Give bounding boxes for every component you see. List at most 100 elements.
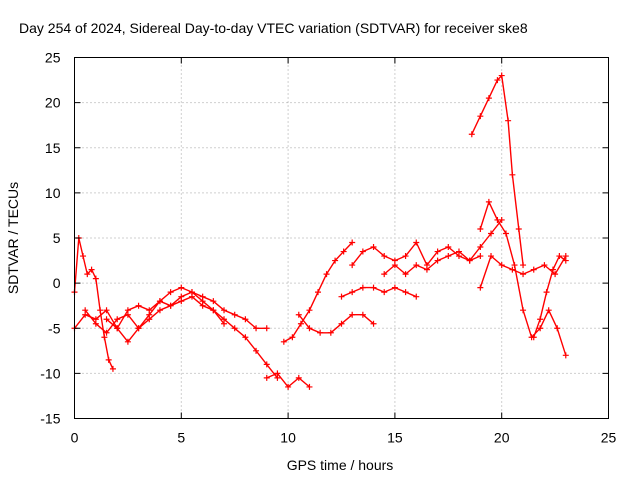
data-point xyxy=(477,244,484,251)
data-point xyxy=(520,307,527,314)
data-point xyxy=(114,325,121,332)
data-point xyxy=(434,248,441,255)
data-point xyxy=(494,216,501,223)
data-point xyxy=(413,293,420,300)
data-point xyxy=(221,320,228,327)
data-point xyxy=(146,311,153,318)
series-track-10 xyxy=(381,248,484,278)
y-tick-label: 20 xyxy=(45,95,61,111)
y-axis-ticks: -15 -10 -5 0 5 10 15 20 25 xyxy=(40,50,609,427)
data-point xyxy=(543,289,550,296)
data-point xyxy=(468,131,475,138)
series-line xyxy=(341,286,417,298)
data-point xyxy=(92,275,99,282)
data-point xyxy=(253,347,260,354)
data-point xyxy=(413,239,420,246)
series-line xyxy=(533,255,567,338)
data-point xyxy=(156,307,163,314)
data-point xyxy=(402,289,409,296)
data-point xyxy=(520,271,527,278)
data-point xyxy=(263,374,270,381)
data-point xyxy=(349,262,356,269)
data-point xyxy=(124,311,131,318)
data-point xyxy=(156,298,163,305)
data-point xyxy=(323,271,330,278)
data-point xyxy=(370,320,377,327)
y-tick-label: 15 xyxy=(45,140,61,156)
data-point xyxy=(494,77,501,84)
data-point xyxy=(498,72,505,79)
data-point xyxy=(381,253,388,260)
data-point xyxy=(306,383,313,390)
data-point xyxy=(188,289,195,296)
data-point xyxy=(114,316,121,323)
series-track-4 xyxy=(103,284,228,345)
data-point xyxy=(297,320,304,327)
data-point xyxy=(413,262,420,269)
data-point xyxy=(477,113,484,120)
x-axis-ticks: 0 5 10 15 20 25 xyxy=(71,57,616,446)
data-point xyxy=(530,334,537,341)
data-point xyxy=(210,298,217,305)
series-track-1 xyxy=(71,235,116,372)
data-point xyxy=(445,244,452,251)
y-tick-label: 25 xyxy=(45,50,61,66)
data-point xyxy=(477,284,484,291)
series-track-7 xyxy=(295,311,377,336)
data-point xyxy=(221,307,228,314)
data-point xyxy=(520,262,527,269)
data-point xyxy=(562,352,569,359)
data-point xyxy=(488,253,495,260)
y-tick-label: 0 xyxy=(53,275,61,291)
chart-title: Day 254 of 2024, Sidereal Day-to-day VTE… xyxy=(19,20,528,36)
data-point xyxy=(359,311,366,318)
data-point xyxy=(332,257,339,264)
data-point xyxy=(537,325,544,332)
data-point xyxy=(349,311,356,318)
data-point xyxy=(135,302,142,309)
data-point xyxy=(210,307,217,314)
series-line xyxy=(106,286,225,343)
data-point xyxy=(103,316,110,323)
data-point xyxy=(199,298,206,305)
data-point xyxy=(124,338,131,345)
data-point xyxy=(103,329,110,336)
data-point xyxy=(167,289,174,296)
data-point xyxy=(263,361,270,368)
data-point xyxy=(423,266,430,273)
data-point xyxy=(391,262,398,269)
data-point xyxy=(315,289,322,296)
data-point xyxy=(445,253,452,260)
data-point xyxy=(242,334,249,341)
data-point xyxy=(359,248,366,255)
data-point xyxy=(340,248,347,255)
series-line xyxy=(351,219,503,266)
data-point xyxy=(101,334,108,341)
data-point xyxy=(502,230,509,237)
data-point xyxy=(167,302,174,309)
x-tick-label: 0 xyxy=(71,430,79,446)
x-tick-label: 20 xyxy=(494,430,510,446)
data-point xyxy=(178,284,185,291)
data-point xyxy=(280,338,287,345)
data-point xyxy=(135,325,142,332)
series-line xyxy=(383,250,481,275)
data-point xyxy=(242,316,249,323)
data-point xyxy=(338,320,345,327)
series-line xyxy=(73,237,114,370)
series-line xyxy=(479,201,567,356)
data-point xyxy=(552,271,559,278)
x-tick-label: 5 xyxy=(177,430,185,446)
data-series xyxy=(71,72,569,390)
data-point xyxy=(530,266,537,273)
series-track-12 xyxy=(477,253,569,291)
data-point xyxy=(515,225,522,232)
data-point xyxy=(231,311,238,318)
data-point xyxy=(370,244,377,251)
data-point xyxy=(402,253,409,260)
data-point xyxy=(80,253,87,260)
data-point xyxy=(402,271,409,278)
data-point xyxy=(537,316,544,323)
data-point xyxy=(306,325,313,332)
data-point xyxy=(295,311,302,318)
